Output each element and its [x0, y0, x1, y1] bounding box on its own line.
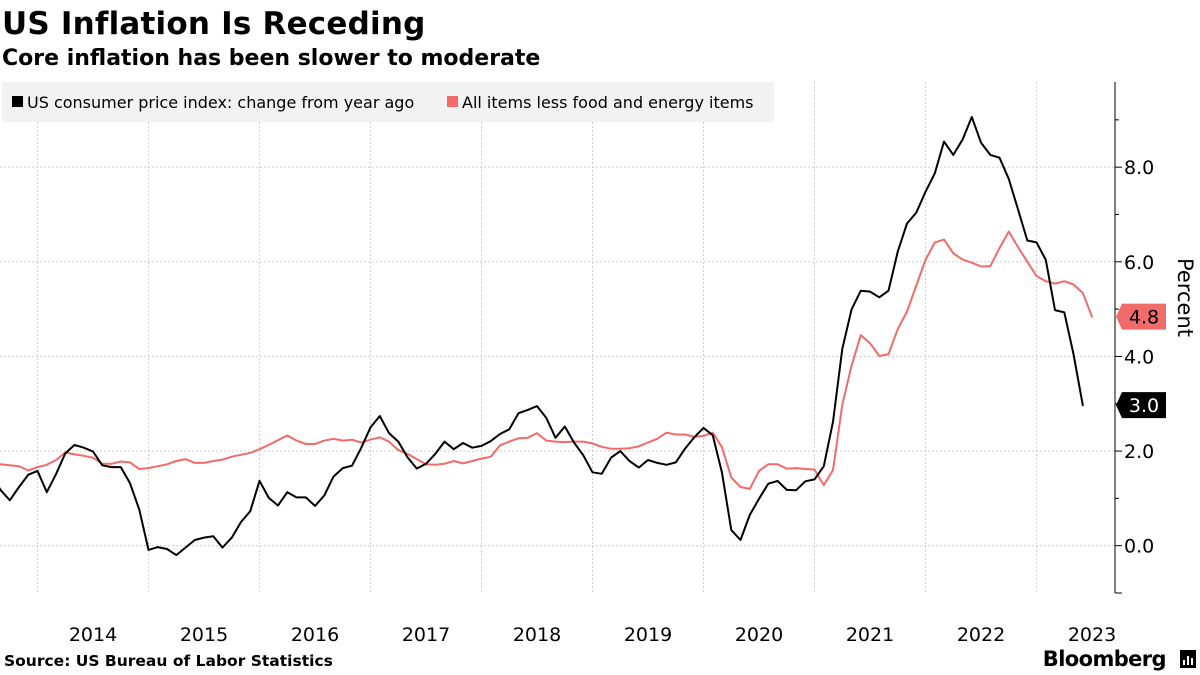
x-tick-label: 2019	[624, 624, 672, 646]
x-tick-label: 2018	[513, 624, 561, 646]
end-label-tag	[1116, 392, 1166, 419]
legend: US consumer price index: change from yea…	[2, 82, 774, 122]
x-tick-label: 2015	[180, 624, 228, 646]
bloomberg-terminal-icon	[1180, 650, 1196, 668]
x-tick-label: 2014	[69, 624, 117, 646]
y-tick-label: 0.0	[1124, 536, 1154, 558]
chart-title: US Inflation Is Receding	[2, 6, 426, 42]
end-label-value: 3.0	[1129, 395, 1159, 417]
x-tick-label: 2023	[1068, 624, 1116, 646]
x-tick-label: 2017	[402, 624, 450, 646]
y-tick-label: 4.0	[1124, 346, 1154, 368]
x-tick-label: 2020	[735, 624, 783, 646]
x-tick-label: 2022	[957, 624, 1005, 646]
source-note: Source: US Bureau of Labor Statistics	[4, 652, 333, 670]
y-axis-title: Percent	[1173, 258, 1197, 337]
y-tick-label: 2.0	[1124, 441, 1154, 463]
legend-label: US consumer price index: change from yea…	[27, 93, 414, 112]
x-tick-label: 2021	[846, 624, 894, 646]
y-tick-label: 6.0	[1124, 252, 1154, 274]
y-tick-label: 8.0	[1124, 157, 1154, 179]
legend-swatch	[12, 96, 23, 107]
headline-end-label: 3.0	[1116, 392, 1166, 419]
x-tick-label: 2016	[291, 624, 339, 646]
legend-swatch	[447, 96, 458, 107]
legend-label: All items less food and energy items	[462, 93, 754, 112]
chart-subtitle: Core inflation has been slower to modera…	[2, 46, 541, 71]
core-end-label: 4.8	[1116, 303, 1166, 330]
end-label-value: 4.8	[1129, 307, 1159, 329]
end-label-tag	[1116, 303, 1166, 330]
headline-cpi-line	[0, 116, 1084, 557]
bloomberg-logo: Bloomberg	[1042, 647, 1167, 671]
core-cpi-line	[0, 230, 1093, 490]
legend-background	[2, 82, 774, 122]
